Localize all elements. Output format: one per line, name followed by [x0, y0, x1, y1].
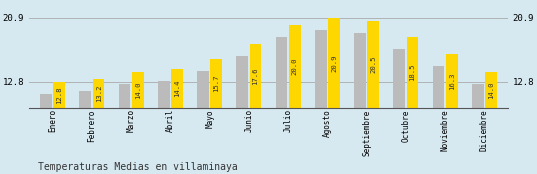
Bar	[407, 37, 418, 174]
Text: Temperaturas Medias en villaminaya: Temperaturas Medias en villaminaya	[38, 162, 237, 172]
Bar	[79, 90, 91, 174]
Text: 20.0: 20.0	[292, 58, 298, 75]
Bar	[93, 79, 105, 174]
Text: 20.9: 20.9	[331, 54, 337, 72]
Text: 13.2: 13.2	[96, 85, 101, 102]
Bar	[328, 18, 340, 174]
Text: 15.7: 15.7	[213, 75, 219, 92]
Text: 20.5: 20.5	[371, 56, 376, 73]
Text: 17.6: 17.6	[252, 67, 258, 85]
Bar	[393, 49, 405, 174]
Bar	[275, 37, 287, 174]
Bar	[211, 59, 222, 174]
Bar	[171, 69, 183, 174]
Text: 14.0: 14.0	[135, 81, 141, 99]
Bar	[354, 33, 366, 174]
Bar	[119, 84, 130, 174]
Bar	[485, 72, 497, 174]
Bar	[367, 21, 379, 174]
Bar	[446, 54, 458, 174]
Bar	[54, 82, 65, 174]
Text: 14.4: 14.4	[174, 80, 180, 97]
Bar	[197, 71, 209, 174]
Bar	[132, 72, 144, 174]
Bar	[472, 84, 483, 174]
Bar	[250, 44, 262, 174]
Bar	[40, 94, 52, 174]
Bar	[315, 30, 326, 174]
Bar	[289, 25, 301, 174]
Bar	[158, 81, 170, 174]
Text: 12.8: 12.8	[56, 86, 62, 104]
Text: 18.5: 18.5	[410, 64, 416, 81]
Bar	[236, 56, 248, 174]
Bar	[432, 66, 444, 174]
Text: 14.0: 14.0	[488, 81, 494, 99]
Text: 16.3: 16.3	[449, 72, 455, 90]
